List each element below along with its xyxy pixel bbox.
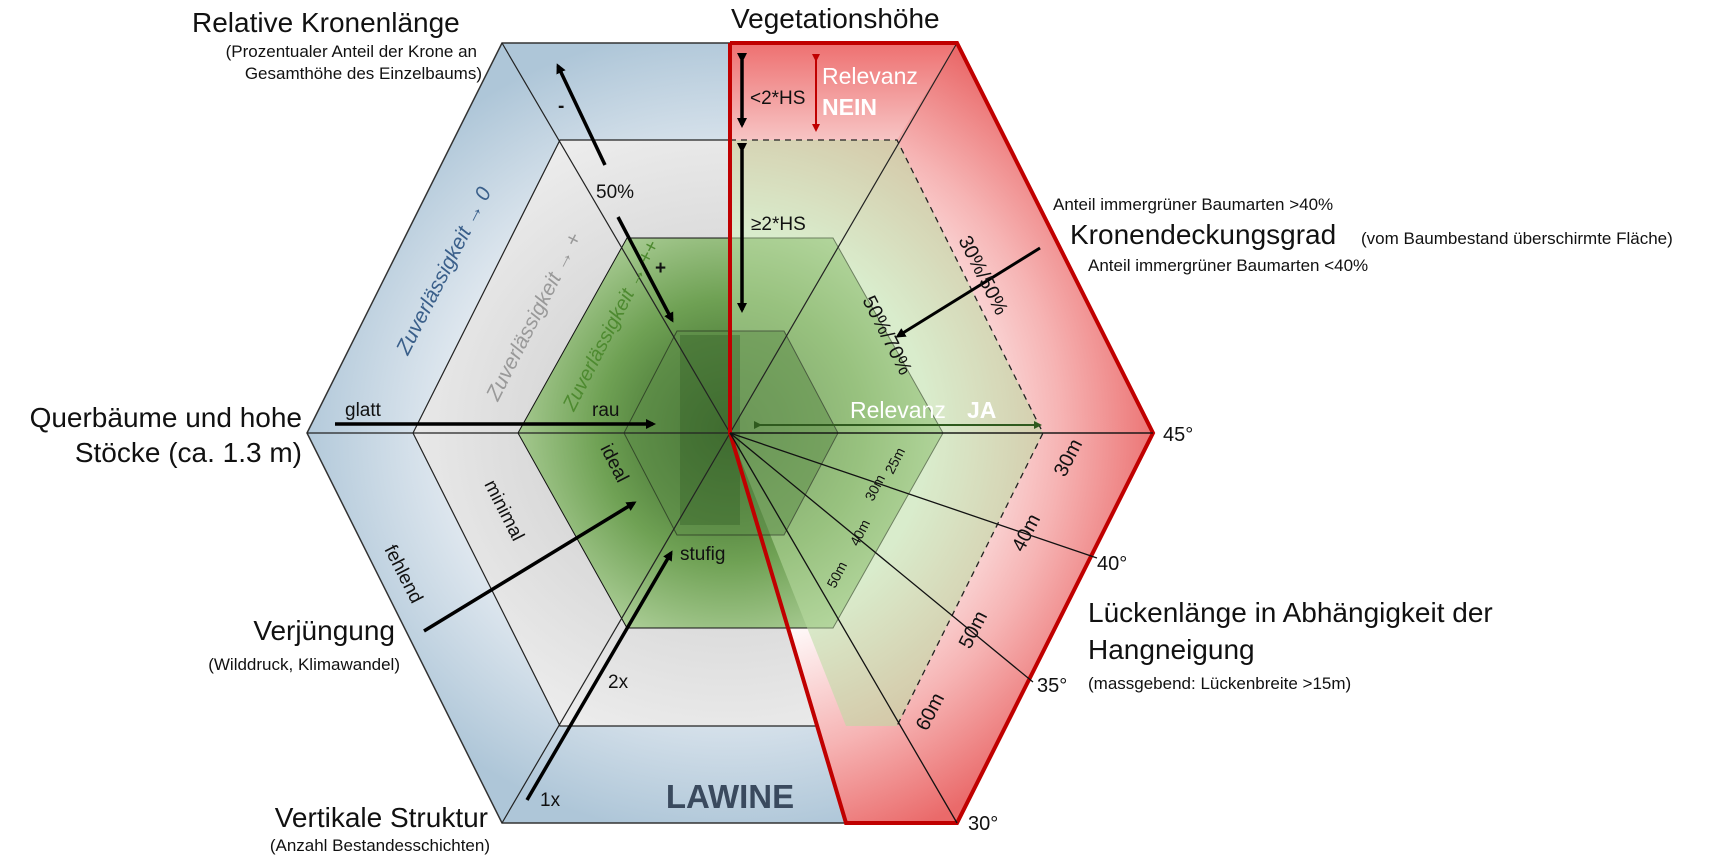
- crown-sub1: (Prozentualer Anteil der Krone an: [226, 42, 477, 61]
- vert-x2: 2x: [608, 672, 629, 693]
- gap-length-lines: [729, 432, 1153, 824]
- vert-x1: 1x: [540, 790, 561, 811]
- dashed-threshold: [730, 139, 1044, 727]
- footer-title: LAWINE: [666, 778, 794, 815]
- relevance-no-value: NEIN: [822, 94, 877, 120]
- regen-title: Verjüngung: [253, 615, 395, 646]
- regen-sub: (Wilddruck, Klimawandel): [208, 655, 400, 674]
- cover-ever-lt: Anteil immergrüner Baumarten <40%: [1088, 256, 1368, 275]
- crown-title: Relative Kronenlänge: [192, 7, 460, 38]
- crown-minus-arrow: [556, 63, 607, 166]
- logs-title2: Stöcke (ca. 1.3 m): [75, 437, 302, 468]
- gap-sub: (massgebend: Lückenbreite >15m): [1088, 674, 1351, 693]
- cover-title: Kronendeckungsgrad: [1070, 219, 1336, 250]
- gap-title1: Lückenlänge in Abhängigkeit der: [1088, 597, 1493, 628]
- relevance-yes-value: JA: [967, 397, 996, 423]
- slope-40: 40°: [1097, 553, 1127, 575]
- vert-sub: (Anzahl Bestandesschichten): [270, 836, 490, 855]
- crown-pct: 50%: [596, 182, 634, 203]
- height-title: Vegetationshöhe: [731, 3, 940, 34]
- vert-arrow: [525, 550, 673, 801]
- crown-plus-arrow: [616, 216, 674, 323]
- logs-smooth: glatt: [345, 400, 382, 421]
- height-ge: ≥2*HS: [751, 214, 806, 235]
- regen-arrow: [423, 501, 637, 633]
- relevance-no-label: Relevanz: [822, 63, 918, 89]
- crown-minus: -: [558, 96, 564, 117]
- cover-ever-gt: Anteil immergrüner Baumarten >40%: [1053, 195, 1333, 214]
- arrows: [335, 53, 1041, 801]
- relevance-yes-label: Relevanz: [850, 397, 946, 423]
- cover-sub: (vom Baumbestand überschirmte Fläche): [1361, 229, 1673, 248]
- logs-rough: rau: [592, 400, 619, 421]
- vert-title: Vertikale Struktur: [275, 802, 488, 833]
- slope-30: 30°: [968, 813, 998, 835]
- slope-35: 35°: [1037, 675, 1067, 697]
- height-lt: <2*HS: [750, 88, 805, 109]
- crown-sub2: Gesamthöhe des Einzelbaums): [245, 64, 482, 83]
- gap-title2: Hangneigung: [1088, 634, 1255, 665]
- cover-arrow: [895, 246, 1041, 338]
- vert-staged: stufig: [680, 544, 725, 565]
- crown-plus: +: [655, 258, 666, 279]
- logs-title1: Querbäume und hohe: [30, 402, 302, 433]
- red-top-band: [730, 43, 957, 140]
- slope-45: 45°: [1163, 424, 1193, 446]
